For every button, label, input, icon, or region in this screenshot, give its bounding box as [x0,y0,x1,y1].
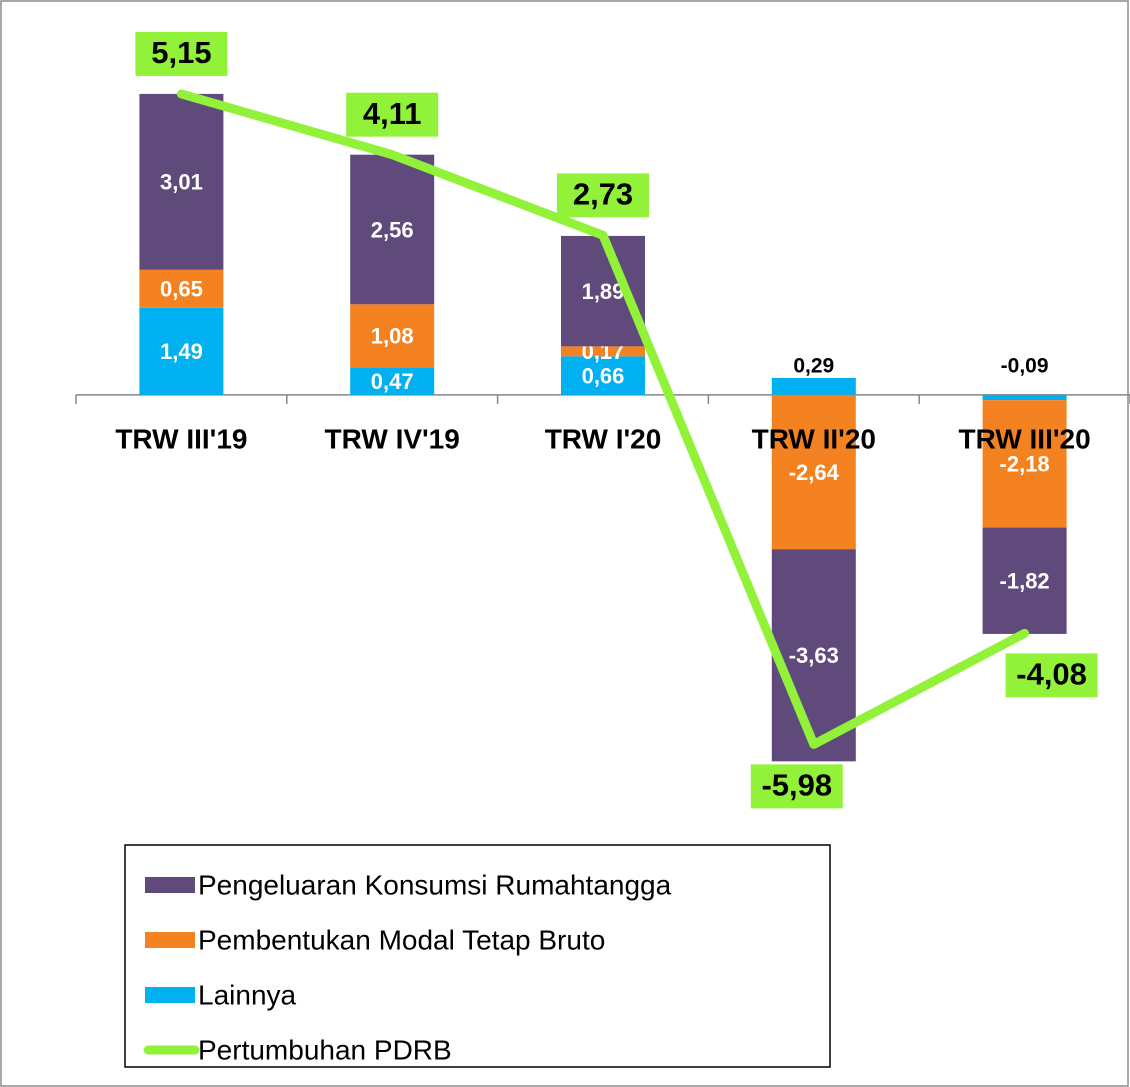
data-label: -3,63 [789,643,839,668]
bar-segment [139,307,224,395]
data-label: -4,08 [1016,657,1087,692]
bar-segment [982,400,1067,528]
legend-swatch [145,987,195,1003]
data-label: 1,08 [371,324,414,349]
x-tick-label: TRW I'20 [545,423,662,454]
legend-label: Lainnya [198,979,297,1010]
legend-label: Pengeluaran Konsumsi Rumahtangga [198,869,672,900]
data-label: -2,18 [1000,452,1050,477]
bar-segment [771,394,856,550]
data-label: 5,15 [151,35,211,70]
data-label: 1,89 [582,279,625,304]
data-label: -1,82 [1000,569,1050,594]
data-label: 1,49 [160,339,203,364]
bar-segment [771,377,856,395]
data-label-box [135,31,228,76]
legend-swatch [145,932,195,948]
data-label: 0,65 [160,277,203,302]
legend-swatch [145,877,195,893]
bar-segment [139,269,224,308]
data-label: -0,09 [1001,354,1049,377]
data-label: -5,98 [761,768,832,803]
legend-label: Pembentukan Modal Tetap Bruto [198,924,605,955]
data-label: 2,56 [371,217,414,242]
data-label-box [346,92,439,137]
bar-segment [350,154,435,305]
data-label-box [557,173,649,218]
legend-box [124,844,831,1068]
legend-label: Pertumbuhan PDRB [198,1034,452,1065]
line-series [176,89,1030,749]
bar-segment [982,527,1067,634]
bar-segment [350,367,435,395]
data-label: 0,47 [371,369,414,394]
bar-segment [561,235,645,347]
x-tick-label: TRW III'20 [959,423,1091,454]
data-label: 2,73 [573,177,633,212]
bar-segment [350,304,435,368]
x-tick-label: TRW IV'19 [325,423,460,454]
bar-segment [982,394,1067,401]
data-label-box [1005,653,1098,698]
bar-segment [561,346,645,357]
data-label-box [750,764,843,809]
bar-segment [561,356,645,395]
x-tick-label: TRW II'20 [752,423,876,454]
data-label: 3,01 [160,170,203,195]
data-label: 0,66 [582,363,625,388]
data-label: 0,29 [793,354,834,377]
data-label: 4,11 [363,96,422,131]
bar-segment [139,93,224,270]
data-label: -2,64 [789,460,840,485]
x-tick-label: TRW III'19 [115,423,247,454]
